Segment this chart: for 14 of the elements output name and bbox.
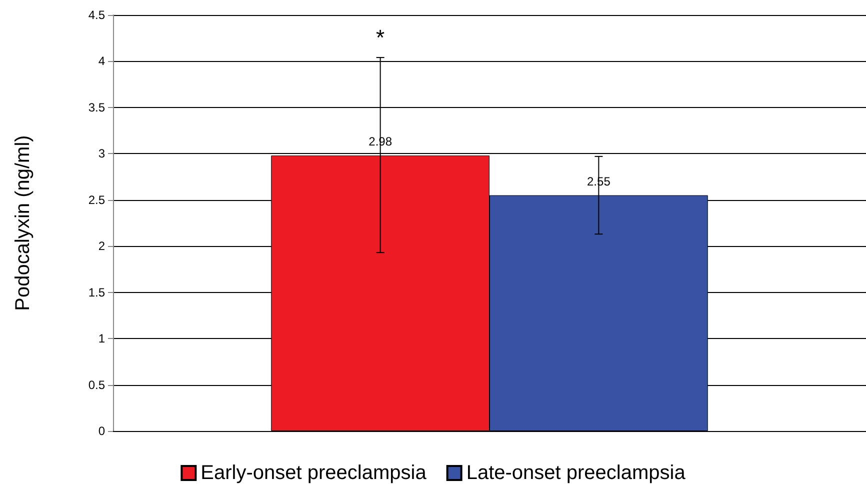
y-tick-label: 1.5 [88, 285, 106, 300]
y-tick-label: 2.5 [88, 192, 106, 207]
y-tick-label: 3 [98, 146, 106, 161]
y-tick-label: 1 [98, 332, 106, 346]
y-tick-label: 4 [98, 54, 106, 68]
y-tick-label: 4.5 [88, 8, 106, 22]
y-tick-label: 2 [98, 239, 106, 254]
y-tick-label: 0.5 [88, 378, 106, 392]
y-axis-title: Podocalyxin (ng/ml) [12, 135, 34, 311]
y-tick-label: 0 [98, 424, 106, 438]
legend-label: Early-onset preeclampsia [200, 462, 428, 484]
annotation: * [376, 25, 386, 50]
y-tick-label: 3.5 [88, 100, 106, 114]
legend-label: Late-onset preeclampsia [466, 462, 686, 484]
